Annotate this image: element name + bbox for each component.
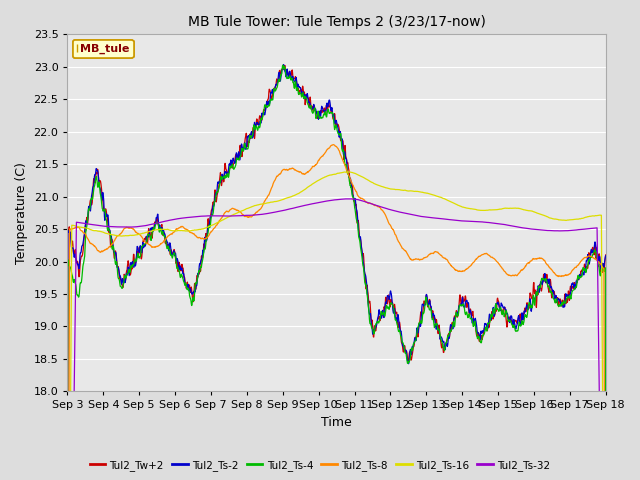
Legend: Tul2_Tw+2, Tul2_Ts-2, Tul2_Ts-4, Tul2_Ts-8, Tul2_Ts-16, Tul2_Ts-32: Tul2_Tw+2, Tul2_Ts-2, Tul2_Ts-4, Tul2_Ts… xyxy=(86,456,554,475)
Title: MB Tule Tower: Tule Temps 2 (3/23/17-now): MB Tule Tower: Tule Temps 2 (3/23/17-now… xyxy=(188,15,486,29)
Y-axis label: Temperature (C): Temperature (C) xyxy=(15,162,28,264)
Legend: MB_tule: MB_tule xyxy=(73,40,134,58)
X-axis label: Time: Time xyxy=(321,416,352,429)
